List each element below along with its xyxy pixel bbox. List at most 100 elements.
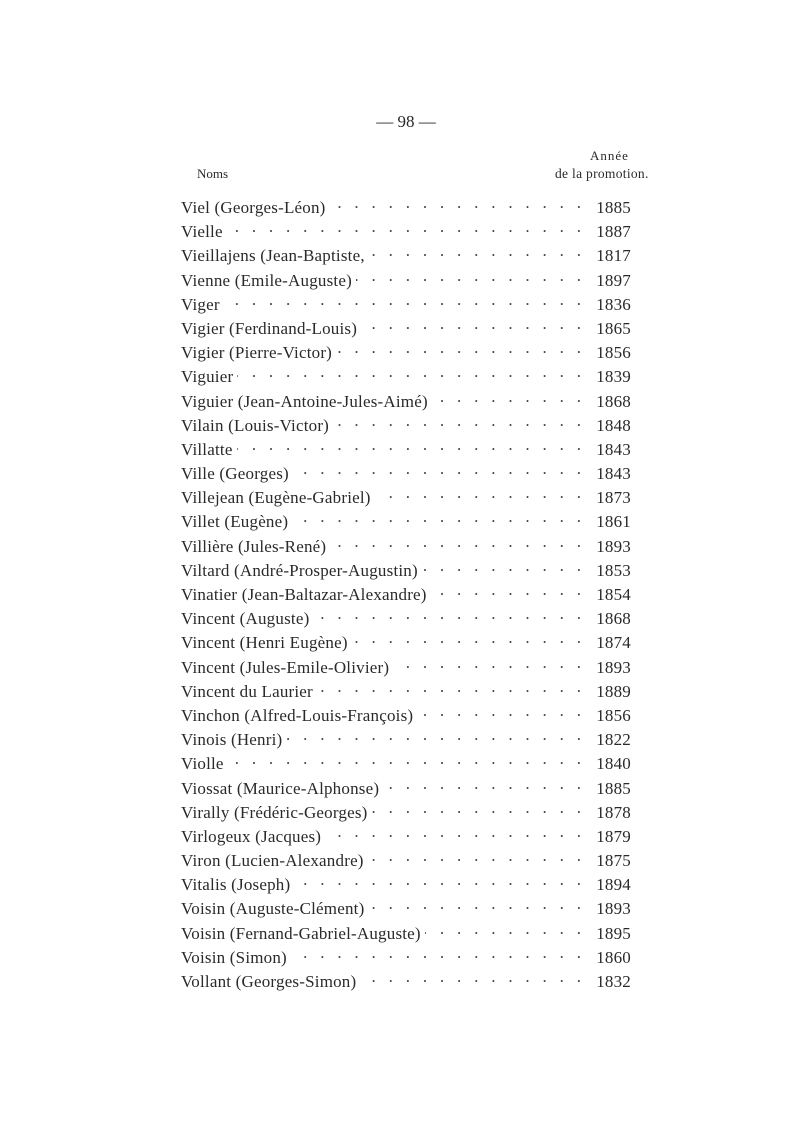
list-item: Viossat (Maurice-Alphonse) 1885: [181, 774, 631, 798]
entry-name: Ville (Georges): [181, 464, 289, 484]
entry-name: Vitalis (Joseph): [181, 875, 291, 895]
dot-leader: [368, 894, 581, 914]
list-item: Violle 1840: [181, 749, 631, 773]
entry-name: Vigier (Pierre-Victor): [181, 343, 333, 363]
dot-leader: [431, 580, 581, 600]
dot-leader: [336, 338, 581, 358]
entry-year: 1879: [596, 826, 631, 846]
entry-name: Vincent (Henri Eugène): [181, 633, 348, 653]
list-item: Voisin (Fernand-Gabriel-Auguste) 1895: [181, 919, 631, 943]
entry-name: Vollant (Georges-Simon): [181, 972, 357, 991]
dot-leader: [352, 628, 581, 648]
dot-leader: [292, 507, 581, 527]
list-item: Viel (Georges-Léon) 1885: [181, 193, 631, 217]
entry-year: 1878: [596, 802, 631, 822]
entry-year: 1894: [596, 875, 631, 895]
entry-name: Voisin (Simon): [181, 947, 287, 967]
entry-name: Vincent (Jules-Emile-Olivier): [181, 657, 390, 677]
list-item: Vincent (Jules-Emile-Olivier) 1893: [181, 653, 631, 677]
dot-leader: [317, 677, 581, 697]
dot-leader: [369, 241, 581, 261]
entry-year: 1843: [596, 439, 631, 459]
list-item: Viron (Lucien-Alexandre) 1875: [181, 846, 631, 870]
dot-leader: [325, 822, 581, 842]
entry-name: Violle: [181, 754, 224, 774]
dot-leader: [228, 749, 581, 769]
entry-year: 1889: [596, 681, 631, 701]
dot-leader: [360, 967, 581, 987]
entry-name: Viguier: [181, 367, 234, 387]
dot-leader: [286, 725, 581, 745]
list-item: Vinchon (Alfred-Louis-François) 1856: [181, 701, 631, 725]
list-item: Vienne (Emile-Auguste) 1897: [181, 266, 631, 290]
dot-leader: [393, 653, 581, 673]
entry-name: Villejean (Eugène-Gabriel): [181, 488, 371, 508]
entry-name: Viguier (Jean-Antoine-Jules-Aimé): [181, 391, 428, 411]
entry-year: 1840: [596, 754, 631, 774]
entry-name: Vincent (Auguste): [181, 609, 310, 629]
list-item: Viguier (Jean-Antoine-Jules-Aimé) 1868: [181, 387, 631, 411]
list-item: Virally (Frédéric-Georges) 1878: [181, 798, 631, 822]
entry-name: Villet (Eugène): [181, 512, 289, 532]
list-item: Vincent du Laurier 1889: [181, 677, 631, 701]
list-item: Viltard (André-Prosper-Augustin) 1853: [181, 556, 631, 580]
dot-leader: [330, 193, 581, 213]
dot-leader: [372, 798, 581, 818]
entry-name: Viel (Georges-Léon): [181, 198, 326, 217]
entry-year: 1836: [596, 294, 631, 314]
column-header-year-line2: de la promotion.: [555, 166, 649, 181]
entry-year: 1868: [596, 391, 631, 411]
dot-leader: [330, 532, 581, 552]
list-item: Vinois (Henri) 1822: [181, 725, 631, 749]
entry-year: 1895: [596, 923, 631, 943]
list-item: Vigier (Pierre-Victor) 1856: [181, 338, 631, 362]
entry-name: Vinois (Henri): [181, 730, 283, 750]
column-header-year-line1: Année: [590, 148, 629, 163]
dot-leader: [224, 290, 581, 310]
entry-year: 1874: [596, 633, 631, 653]
entry-year: 1885: [596, 198, 631, 217]
list-item: Vielle 1887: [181, 217, 631, 241]
entry-name: Villatte: [181, 439, 233, 459]
dot-leader: [425, 919, 581, 939]
entry-year: 1848: [596, 415, 631, 435]
list-item: Vilain (Louis-Victor) 1848: [181, 411, 631, 435]
entry-year: 1897: [596, 270, 631, 290]
entry-name: Vieillajens (Jean-Baptiste,: [181, 246, 365, 266]
page-number: — 98 —: [376, 112, 436, 131]
entry-name: Villière (Jules-René): [181, 536, 327, 556]
dot-leader: [422, 556, 581, 576]
entry-name: Vilain (Louis-Victor): [181, 415, 330, 435]
entry-year: 1865: [596, 318, 631, 338]
dot-leader: [237, 362, 581, 382]
list-item: Villejean (Eugène-Gabriel) 1873: [181, 483, 631, 507]
entry-name: Viltard (André-Prosper-Augustin): [181, 560, 418, 580]
list-item: Virlogeux (Jacques) 1879: [181, 822, 631, 846]
entry-year: 1843: [596, 464, 631, 484]
column-header-names: Noms: [197, 166, 229, 181]
list-item: Vincent (Henri Eugène) 1874: [181, 628, 631, 652]
entry-year: 1885: [596, 778, 631, 798]
dot-leader: [291, 943, 581, 963]
dot-leader: [356, 266, 581, 286]
entry-name: Viron (Lucien-Alexandre): [181, 851, 364, 871]
entry-year: 1861: [596, 512, 631, 532]
name-list: Viel (Georges-Léon)1885Vielle1887Vieilla…: [181, 193, 631, 991]
entry-year: 1853: [596, 560, 631, 580]
dot-leader: [333, 411, 581, 431]
dot-leader: [361, 314, 581, 334]
entry-year: 1817: [596, 246, 631, 266]
entry-year: 1860: [596, 947, 631, 967]
dot-leader: [368, 846, 581, 866]
list-item: Villière (Jules-René) 1893: [181, 532, 631, 556]
entry-name: Vinatier (Jean-Baltazar-Alexandre): [181, 585, 427, 604]
list-item: Ville (Georges) 1843: [181, 459, 631, 483]
list-item: Villet (Eugène) 1861: [181, 507, 631, 531]
list-item: Vigier (Ferdinand-Louis) 1865: [181, 314, 631, 338]
entry-year: 1822: [596, 730, 631, 750]
entry-year: 1839: [596, 367, 631, 387]
list-item: Vieillajens (Jean-Baptiste, 1817: [181, 241, 631, 265]
entry-year: 1856: [596, 343, 631, 363]
entry-year: 1832: [596, 972, 631, 991]
dot-leader: [383, 774, 581, 794]
